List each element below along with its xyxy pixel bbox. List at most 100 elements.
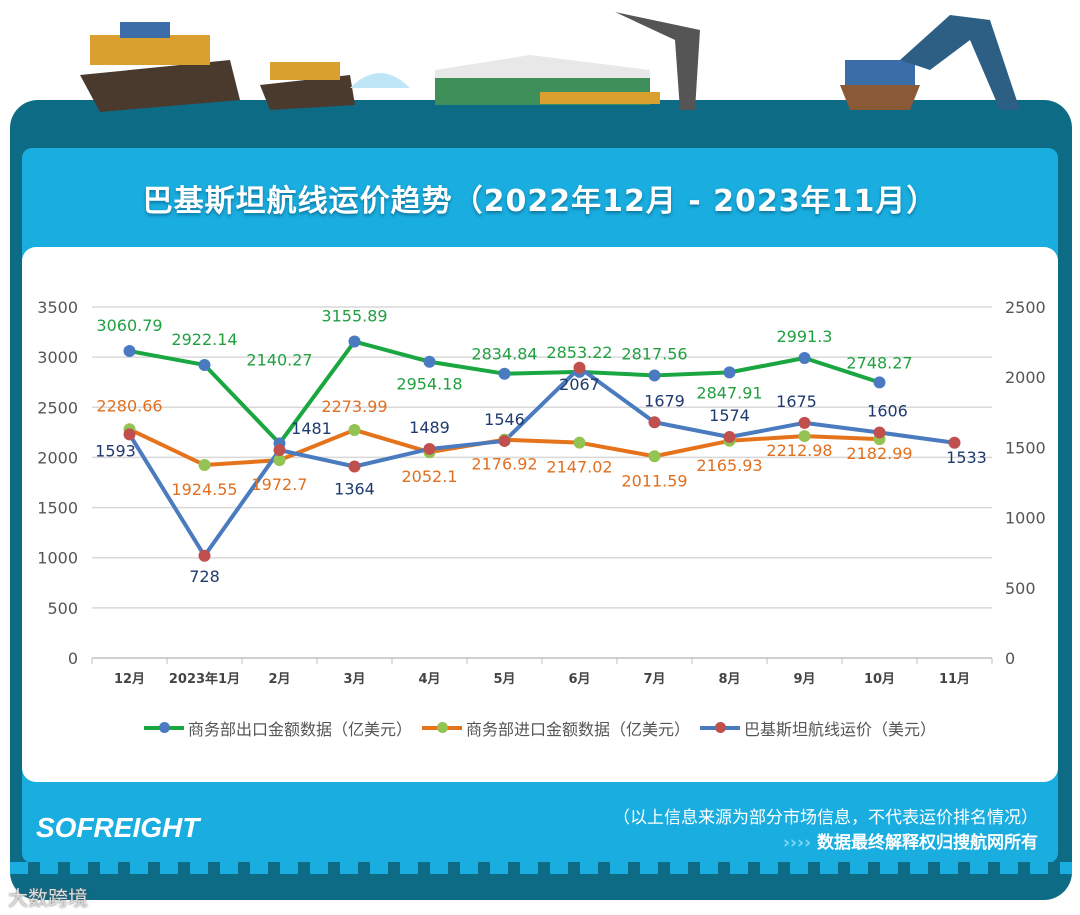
legend-item-freight[interactable]: 巴基斯坦航线运价（美元） [700,716,936,740]
legend-label: 巴基斯坦航线运价（美元） [744,720,937,739]
data-label: 1924.55 [171,480,237,499]
x-tick-label: 6月 [568,672,590,687]
legend-label: 商务部出口金额数据（亿美元） [187,720,412,739]
y-left-tick: 500 [47,599,78,618]
data-point [573,436,586,449]
data-label: 2273.99 [321,397,387,416]
data-point [648,450,661,463]
data-point [198,358,211,371]
y-right-tick: 2000 [1005,368,1046,387]
legend-marker [421,722,462,733]
y-left-tick: 3500 [37,298,78,317]
data-label: 1574 [709,406,750,425]
scallop-border [10,862,1072,874]
y-left-tick: 1500 [37,499,78,518]
legend-marker [700,722,740,733]
data-label: 2212.98 [766,441,832,460]
data-point [498,434,511,447]
watermark: 大数跨境 [8,886,88,910]
data-point [423,355,436,368]
y-right-tick: 1000 [1005,509,1046,528]
data-label: 2853.22 [546,343,612,362]
copyright-note: ›››› 数据最终解释权归搜航网所有 [783,828,1038,853]
y-left-tick: 2500 [37,398,78,417]
x-tick-label: 2023年1月 [169,671,240,687]
series-line [127,365,955,558]
data-label: 2140.27 [246,350,312,369]
data-point [198,458,211,471]
legend-item-export[interactable]: 商务部出口金额数据（亿美元） [143,716,412,740]
data-label: 2176.92 [471,455,537,474]
data-label: 2847.91 [696,383,762,402]
data-point [348,335,361,348]
data-point [798,416,811,429]
data-label: 2182.99 [846,444,912,463]
x-tick-label: 10月 [864,672,895,687]
x-tick-label: 11月 [939,672,970,687]
data-label: 728 [189,567,220,586]
copyright-text: 数据最终解释权归搜航网所有 [817,833,1038,853]
line-chart: 0 500 1000 1500 2000 2500 3000 3500 0 500 1000 1500… [37,298,1046,687]
y-right-tick: 2500 [1005,298,1046,317]
data-point [873,376,886,389]
data-label: 2280.66 [96,396,162,415]
data-label: 2165.93 [696,456,762,475]
data-label: 2922.14 [171,330,237,349]
data-label: 3060.79 [96,316,162,335]
data-point [873,426,886,439]
y-left-tick: 2000 [37,448,78,467]
data-label: 2748.27 [846,353,912,372]
data-label: 1972.7 [252,475,308,494]
legend-item-import[interactable]: 商务部进口金额数据（亿美元） [421,716,690,740]
y-left-tick: 0 [68,649,78,668]
data-point [648,369,661,382]
x-tick-label: 5月 [493,672,515,687]
data-label: 1489 [409,418,450,437]
data-label: 2067 [559,375,600,394]
data-point [273,454,286,467]
data-point [348,423,361,436]
data-label: 2817.56 [621,344,687,363]
y-right-tick: 500 [1005,579,1036,598]
data-label: 2954.18 [396,375,462,394]
legend: 商务部出口金额数据（亿美元） 商务部进口金额数据（亿美元） 巴基斯坦航线运价（美… [0,716,1080,740]
data-label: 1675 [776,392,817,411]
chevrons-icon: ›››› [783,833,812,853]
data-label: 2834.84 [471,345,537,364]
data-point [798,352,811,365]
data-label: 2052.1 [402,467,458,486]
x-tick-label: 2月 [268,672,290,687]
data-point [123,345,136,358]
data-label: 1533 [946,448,987,467]
data-label: 3155.89 [321,307,387,326]
y-left-tick: 1000 [37,549,78,568]
y-right-tick: 1500 [1005,438,1046,457]
chart-card [22,247,1058,782]
sofreight-logo: SOFREIGHT [36,812,200,843]
y-right-tick: 0 [1005,649,1015,668]
data-point [723,431,736,444]
x-tick-label: 8月 [718,672,740,687]
data-point [123,428,136,441]
data-point [723,366,736,379]
data-label: 1481 [291,419,332,438]
data-point [798,430,811,443]
data-point [348,460,361,473]
legend-label: 商务部进口金额数据（亿美元） [465,720,690,739]
data-point [648,416,661,429]
x-tick-label: 9月 [793,672,815,687]
x-tick-label: 12月 [114,672,145,687]
x-tick-label: 3月 [343,672,365,687]
x-tick-label: 7月 [643,672,665,687]
data-label: 1546 [484,410,525,429]
data-point [198,549,211,562]
data-label: 1593 [95,441,136,460]
data-label: 2991.3 [777,327,833,346]
data-point [573,361,586,374]
data-label: 1606 [867,402,908,421]
ship-illustrations [80,12,1020,112]
data-label: 2147.02 [546,458,612,477]
page-title: 巴基斯坦航线运价趋势（2022年12月 - 2023年11月） [142,184,938,219]
x-tick-label: 4月 [418,672,440,687]
data-label: 1364 [334,479,375,498]
